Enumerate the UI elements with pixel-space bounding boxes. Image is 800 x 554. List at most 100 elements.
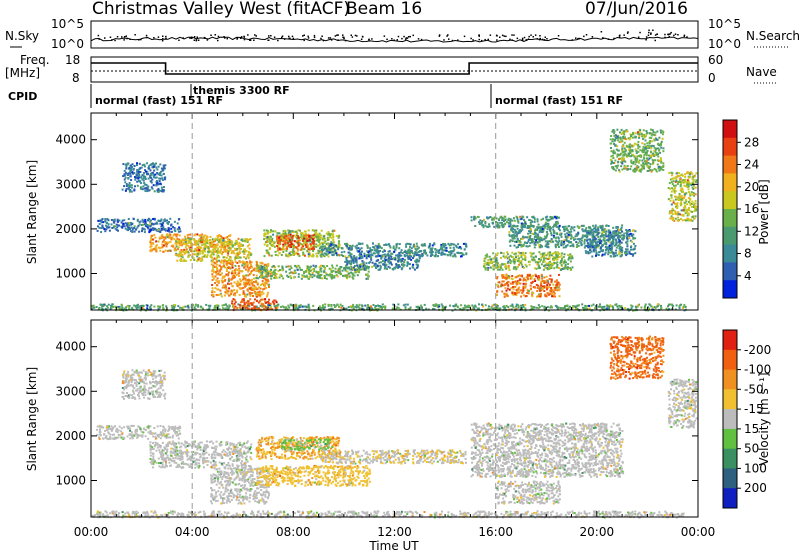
- data-cell: [390, 255, 393, 258]
- data-cell: [352, 268, 355, 271]
- data-cell: [199, 252, 202, 255]
- data-cell: [361, 256, 364, 259]
- data-cell: [140, 175, 143, 178]
- data-cell: [292, 245, 295, 247]
- data-cell: [169, 217, 172, 220]
- data-cell: [491, 304, 494, 307]
- data-cell: [232, 306, 235, 309]
- noise-point: [451, 39, 454, 42]
- data-cell: [389, 246, 392, 249]
- data-cell: [233, 269, 236, 272]
- data-cell: [302, 252, 305, 255]
- data-cell: [243, 295, 246, 298]
- data-cell: [492, 308, 495, 310]
- data-cell: [294, 240, 297, 243]
- data-cell: [317, 249, 320, 252]
- data-cell: [550, 234, 553, 237]
- data-cell: [497, 218, 500, 221]
- data-cell: [281, 269, 284, 272]
- data-cell: [350, 265, 353, 268]
- data-cell: [221, 272, 223, 275]
- data-cell: [242, 305, 245, 308]
- data-cell: [680, 303, 682, 306]
- data-cell: [244, 250, 247, 253]
- data-cell: [243, 292, 246, 295]
- data-cell: [197, 243, 200, 246]
- data-cell: [537, 307, 540, 310]
- data-cell: [127, 218, 130, 220]
- data-cell: [541, 285, 544, 288]
- data-cell: [546, 292, 549, 295]
- data-cell: [173, 248, 176, 251]
- data-cell: [200, 237, 203, 240]
- data-cell: [217, 238, 220, 241]
- data-cell: [255, 274, 258, 277]
- data-cell: [166, 219, 168, 222]
- data-cell: [517, 305, 520, 308]
- data-cell: [221, 241, 224, 244]
- data-cell: [528, 218, 531, 221]
- data-cell: [285, 239, 287, 242]
- data-cell: [462, 253, 465, 256]
- data-cell: [295, 306, 298, 309]
- data-cell: [297, 264, 300, 267]
- data-cell: [281, 238, 284, 240]
- data-cell: [552, 283, 555, 286]
- data-cell: [274, 276, 277, 278]
- data-cell: [224, 307, 227, 310]
- data-cell: [508, 259, 511, 261]
- beam-title: Beam 16: [346, 0, 422, 19]
- data-cell: [282, 246, 285, 249]
- data-cell: [574, 235, 577, 238]
- data-cell: [216, 256, 218, 259]
- data-cell: [524, 263, 527, 266]
- data-cell: [237, 237, 240, 240]
- data-cell: [383, 267, 386, 270]
- data-cell: [296, 248, 299, 251]
- data-cell: [538, 251, 541, 254]
- data-cell: [523, 254, 526, 257]
- data-cell: [280, 233, 283, 236]
- data-cell: [551, 295, 554, 298]
- data-cell: [308, 251, 311, 254]
- data-cell: [286, 242, 289, 244]
- data-cell: [313, 237, 316, 240]
- data-cell: [187, 306, 190, 309]
- data-cell: [150, 180, 153, 183]
- data-cell: [266, 275, 269, 278]
- data-cell: [521, 292, 524, 294]
- data-cell: [549, 263, 552, 266]
- data-cell: [331, 270, 334, 272]
- data-cell: [150, 248, 153, 251]
- data-cell: [474, 305, 477, 308]
- data-cell: [185, 250, 188, 253]
- data-cell: [500, 224, 503, 227]
- data-cell: [328, 267, 331, 270]
- data-cell: [401, 259, 404, 262]
- data-cell: [153, 174, 156, 177]
- data-cell: [159, 172, 162, 175]
- data-cell: [318, 266, 321, 269]
- data-cell: [533, 259, 536, 262]
- data-cell: [139, 180, 142, 183]
- data-cell: [101, 225, 104, 228]
- data-cell: [374, 305, 377, 308]
- data-cell: [227, 279, 230, 282]
- data-cell: [535, 275, 538, 278]
- data-cell: [427, 246, 430, 249]
- data-cell: [500, 284, 502, 287]
- data-cell: [296, 232, 299, 235]
- data-cell: [239, 287, 242, 290]
- data-cell: [383, 257, 386, 260]
- data-cell: [421, 253, 424, 256]
- data-cell: [352, 273, 355, 276]
- data-cell: [240, 308, 243, 311]
- data-cell: [159, 163, 162, 166]
- data-cell: [152, 238, 155, 241]
- data-cell: [225, 303, 227, 306]
- data-cell: [501, 223, 504, 226]
- data-cell: [159, 189, 161, 192]
- data-cell: [206, 254, 209, 257]
- data-cell: [428, 245, 431, 248]
- data-cell: [535, 306, 538, 309]
